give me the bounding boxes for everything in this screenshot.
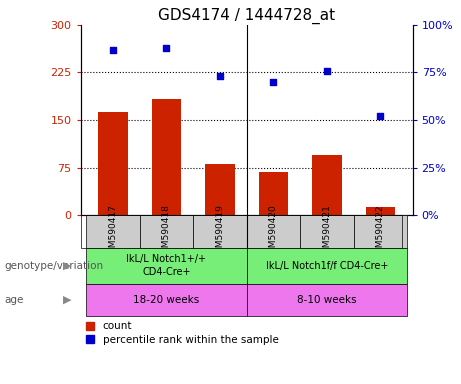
Text: GSM590421: GSM590421 xyxy=(322,204,331,259)
Bar xyxy=(98,112,128,215)
Text: IkL/L Notch1+/+
CD4-Cre+: IkL/L Notch1+/+ CD4-Cre+ xyxy=(126,255,207,277)
Text: 8-10 weeks: 8-10 weeks xyxy=(297,295,357,305)
Bar xyxy=(86,248,247,283)
Text: GSM590419: GSM590419 xyxy=(215,204,225,259)
Text: genotype/variation: genotype/variation xyxy=(5,261,104,271)
Title: GDS4174 / 1444728_at: GDS4174 / 1444728_at xyxy=(158,7,335,23)
Bar xyxy=(193,215,247,248)
Bar xyxy=(312,155,342,215)
Bar xyxy=(205,164,235,215)
Text: age: age xyxy=(5,295,24,305)
Text: ▶: ▶ xyxy=(63,295,71,305)
Bar xyxy=(247,248,407,283)
Point xyxy=(163,45,170,51)
Bar xyxy=(300,215,354,248)
Bar xyxy=(366,207,395,215)
Bar xyxy=(86,215,140,248)
Bar xyxy=(140,215,193,248)
Text: IkL/L Notch1f/f CD4-Cre+: IkL/L Notch1f/f CD4-Cre+ xyxy=(266,261,388,271)
Bar xyxy=(259,172,288,215)
Point xyxy=(377,113,384,119)
Bar xyxy=(152,99,181,215)
Point xyxy=(109,46,117,53)
Bar xyxy=(247,283,407,316)
Bar xyxy=(86,283,247,316)
Text: 18-20 weeks: 18-20 weeks xyxy=(133,295,200,305)
Text: ▶: ▶ xyxy=(63,261,71,271)
Text: GSM590417: GSM590417 xyxy=(108,204,117,259)
Point xyxy=(323,68,331,74)
Point xyxy=(270,79,277,85)
Text: GSM590422: GSM590422 xyxy=(376,204,385,259)
Text: GSM590420: GSM590420 xyxy=(269,204,278,259)
Bar xyxy=(354,215,407,248)
Text: GSM590418: GSM590418 xyxy=(162,204,171,259)
Point xyxy=(216,73,224,79)
Bar xyxy=(247,215,300,248)
Legend: count, percentile rank within the sample: count, percentile rank within the sample xyxy=(86,321,278,344)
